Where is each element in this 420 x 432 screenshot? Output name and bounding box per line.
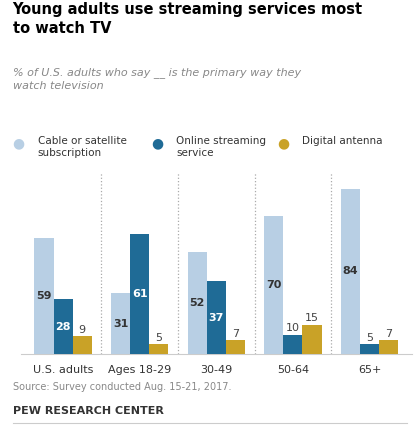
Text: Young adults use streaming services most
to watch TV: Young adults use streaming services most… — [13, 2, 363, 36]
Bar — [284, 334, 302, 354]
Text: Cable or satellite
subscription: Cable or satellite subscription — [38, 136, 127, 159]
Text: PEW RESEARCH CENTER: PEW RESEARCH CENTER — [13, 406, 163, 416]
Bar — [54, 299, 73, 354]
Text: 7: 7 — [232, 329, 239, 339]
Text: 52: 52 — [189, 298, 205, 308]
Text: 15: 15 — [305, 313, 319, 323]
Text: 61: 61 — [132, 289, 147, 299]
Bar — [264, 216, 284, 354]
Bar — [207, 281, 226, 354]
Bar — [226, 340, 245, 354]
Bar — [34, 238, 54, 354]
Text: 5: 5 — [366, 333, 373, 343]
Text: ●: ● — [277, 136, 289, 150]
Bar — [360, 344, 379, 354]
Bar — [379, 340, 398, 354]
Bar — [149, 344, 168, 354]
Text: Source: Survey conducted Aug. 15-21, 2017.: Source: Survey conducted Aug. 15-21, 201… — [13, 382, 231, 392]
Bar — [302, 325, 322, 354]
Bar — [130, 234, 149, 354]
Text: ●: ● — [151, 136, 163, 150]
Text: 7: 7 — [385, 329, 392, 339]
Text: Digital antenna: Digital antenna — [302, 136, 383, 146]
Text: 5: 5 — [155, 333, 163, 343]
Bar — [188, 252, 207, 354]
Text: ●: ● — [13, 136, 25, 150]
Text: 70: 70 — [266, 280, 281, 290]
Text: 37: 37 — [209, 313, 224, 323]
Bar — [341, 189, 360, 354]
Text: 31: 31 — [113, 319, 128, 329]
Text: 10: 10 — [286, 323, 300, 333]
Text: 9: 9 — [79, 325, 86, 335]
Text: 59: 59 — [36, 291, 52, 301]
Text: 84: 84 — [343, 267, 358, 276]
Text: % of U.S. adults who say __ is the primary way they
watch television: % of U.S. adults who say __ is the prima… — [13, 67, 301, 91]
Bar — [73, 337, 92, 354]
Text: 28: 28 — [55, 322, 71, 332]
Bar — [111, 293, 130, 354]
Text: Online streaming
service: Online streaming service — [176, 136, 266, 159]
